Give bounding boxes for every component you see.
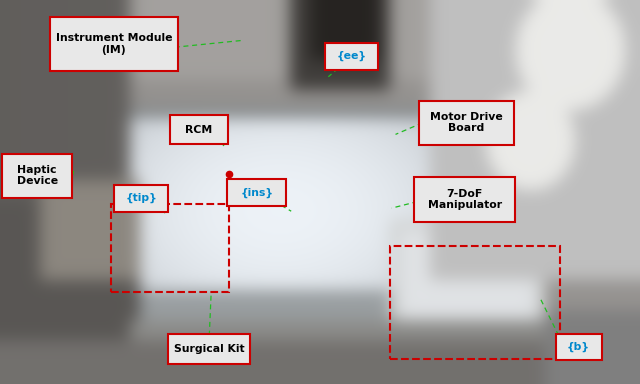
- Text: Surgical Kit: Surgical Kit: [174, 344, 244, 354]
- FancyBboxPatch shape: [2, 154, 72, 198]
- Text: {tip}: {tip}: [125, 193, 157, 203]
- Text: Haptic
Device: Haptic Device: [17, 165, 58, 187]
- FancyBboxPatch shape: [227, 179, 286, 206]
- Text: RCM: RCM: [186, 124, 212, 135]
- FancyBboxPatch shape: [414, 177, 515, 222]
- FancyBboxPatch shape: [556, 334, 602, 360]
- Text: {ee}: {ee}: [337, 51, 366, 61]
- FancyBboxPatch shape: [168, 334, 250, 364]
- Text: {b}: {b}: [567, 342, 590, 352]
- FancyBboxPatch shape: [419, 101, 514, 145]
- Bar: [390, 246, 560, 359]
- FancyBboxPatch shape: [114, 185, 168, 212]
- FancyBboxPatch shape: [325, 43, 378, 70]
- Bar: [111, 204, 229, 292]
- FancyBboxPatch shape: [50, 17, 178, 71]
- Text: Motor Drive
Board: Motor Drive Board: [430, 112, 503, 134]
- Text: 7-DoF
Manipulator: 7-DoF Manipulator: [428, 189, 502, 210]
- Text: {ins}: {ins}: [240, 188, 273, 198]
- FancyBboxPatch shape: [170, 115, 228, 144]
- Text: Instrument Module
(IM): Instrument Module (IM): [56, 33, 172, 55]
